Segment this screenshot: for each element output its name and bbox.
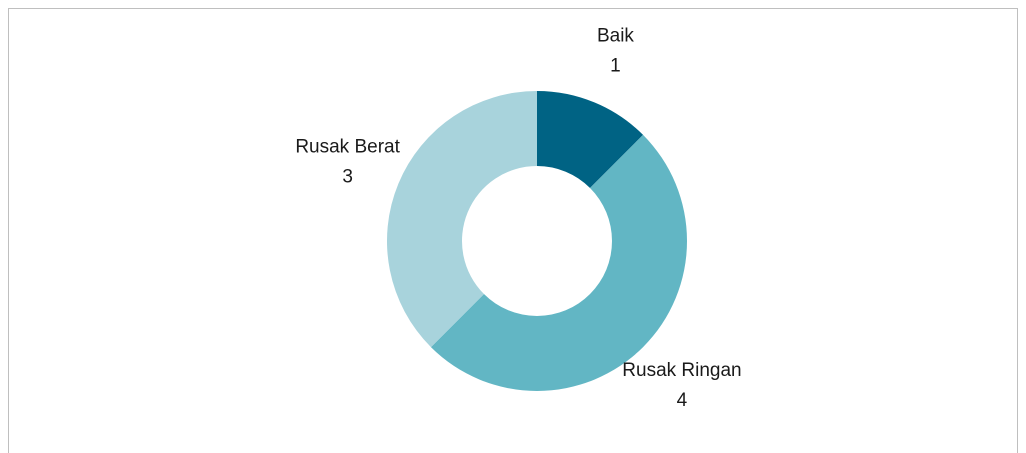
chart-border [8,8,1018,453]
donut-slice [387,91,537,348]
donut-slice [537,91,644,188]
slice-value-label: 3 [342,167,353,188]
slice-category-label: Baik [597,26,634,47]
slice-category-label: Rusak Ringan [622,360,741,381]
slice-value-label: 4 [677,390,688,411]
slice-category-label: Rusak Berat [295,137,400,158]
slice-value-label: 1 [610,56,621,77]
donut-slice [430,134,688,391]
